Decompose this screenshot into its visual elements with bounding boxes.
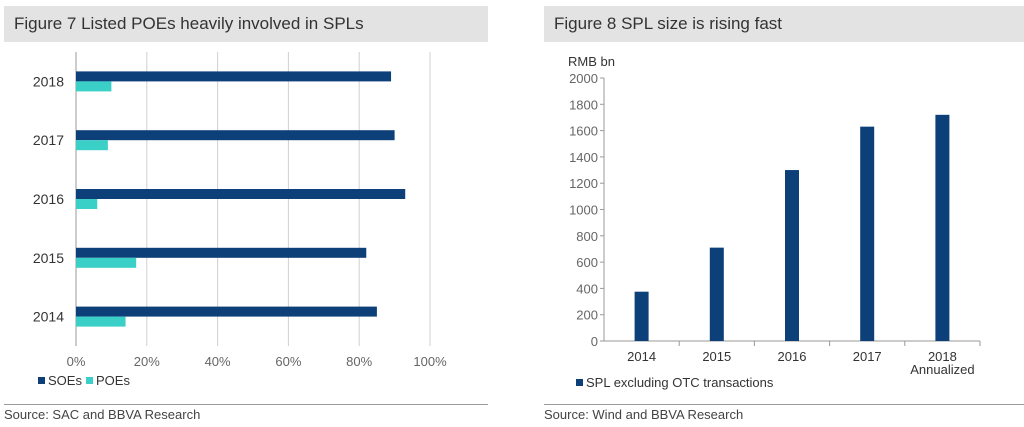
y-tick-label: 400 xyxy=(576,281,598,296)
category-label: 2017 xyxy=(33,132,64,148)
category-label: 2018 xyxy=(928,349,957,364)
category-label: 2016 xyxy=(778,349,807,364)
bar-poes xyxy=(76,199,98,209)
figure-8-panel: Figure 8 SPL size is rising fast RMB bn 0… xyxy=(540,0,1024,427)
category-label: 2014 xyxy=(33,309,64,325)
legend-label: SOEs xyxy=(48,373,82,388)
category-label: Annualized xyxy=(910,362,974,377)
y-tick-label: 1200 xyxy=(569,176,598,191)
legend-swatch xyxy=(576,379,583,386)
figure-7-panel: Figure 7 Listed POEs heavily involved in… xyxy=(0,0,488,427)
legend-swatch xyxy=(38,377,45,384)
y-tick-label: 0 xyxy=(591,334,598,349)
bar-spl xyxy=(785,170,799,341)
x-tick-label: 40% xyxy=(205,354,231,369)
y-tick-label: 200 xyxy=(576,308,598,323)
x-tick-label: 20% xyxy=(134,354,160,369)
bar-spl xyxy=(860,126,875,341)
figure-8-chart: RMB bn 0 200 400 600 800 1000 1200 1400 1600 1800 2… xyxy=(568,54,981,390)
x-tick-label: 80% xyxy=(346,354,372,369)
bar-spl xyxy=(634,291,649,341)
y-tick-label: 800 xyxy=(576,229,598,244)
bar-soes xyxy=(76,247,367,258)
bar-soes xyxy=(76,130,395,141)
category-label: 2014 xyxy=(627,349,656,364)
bar-poes xyxy=(76,316,126,327)
figure-8-title: Figure 8 SPL size is rising fast xyxy=(544,6,1024,42)
bar-poes xyxy=(76,257,137,268)
figure-7-chart: 0% 20% 40% 60% 80% 100% 2018 2017 2016 2015 2014 SO… xyxy=(33,52,447,388)
y-tick-label: 1000 xyxy=(569,203,598,218)
bar-poes xyxy=(76,81,112,92)
category-label: 2016 xyxy=(33,191,64,207)
category-label: 2015 xyxy=(33,250,64,266)
bar-spl xyxy=(935,114,950,341)
x-tick-label: 100% xyxy=(413,354,447,369)
figure-7-source: Source: SAC and BBVA Research xyxy=(4,404,488,422)
x-tick-label: 0% xyxy=(67,354,86,369)
y-tick-label: 1600 xyxy=(569,124,598,139)
legend-label: POEs xyxy=(96,373,130,388)
bar-soes xyxy=(76,71,392,82)
y-tick-label: 1800 xyxy=(569,97,598,112)
figure-7-title: Figure 7 Listed POEs heavily involved in… xyxy=(4,6,488,42)
category-label: 2015 xyxy=(702,349,731,364)
figure-8-source: Source: Wind and BBVA Research xyxy=(544,404,1024,422)
y-axis-unit: RMB bn xyxy=(568,54,615,69)
legend-swatch xyxy=(86,377,93,384)
bar-soes xyxy=(76,189,406,199)
bar-spl xyxy=(709,247,724,341)
y-tick-label: 1400 xyxy=(569,150,598,165)
x-tick-label: 60% xyxy=(275,354,301,369)
y-tick-label: 600 xyxy=(576,255,598,270)
bar-soes xyxy=(76,306,377,317)
category-label: 2018 xyxy=(33,73,64,89)
bar-poes xyxy=(76,140,108,151)
legend-label: SPL excluding OTC transactions xyxy=(586,375,774,390)
y-tick-label: 2000 xyxy=(569,71,598,86)
category-label: 2017 xyxy=(853,349,882,364)
